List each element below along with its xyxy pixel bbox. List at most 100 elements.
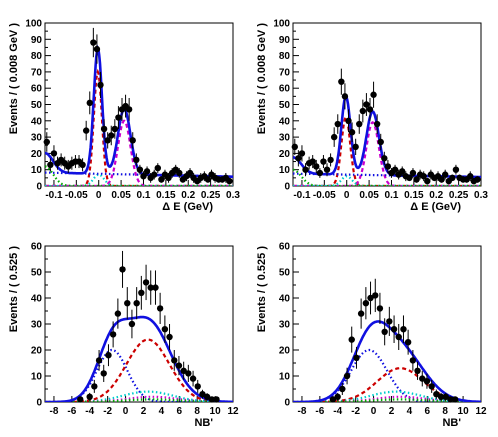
data-point [166, 333, 173, 341]
data-point [180, 367, 187, 374]
data-point [343, 372, 351, 380]
data-point [348, 336, 355, 343]
data-point [213, 396, 220, 403]
data-point [171, 357, 178, 364]
x-tick-label: 4 [159, 406, 165, 417]
data-point [156, 305, 164, 312]
total-fit-curve [293, 320, 481, 402]
x-tick-label: 0.15 [156, 190, 176, 201]
y-axis-title: Events / ( 0.525 ) [8, 246, 20, 333]
chart-panel-4: 0 10 20 30 40 50 60 -8 -6 -4 -2 0 2 4 6 8 10 12 NB' Events … [256, 242, 487, 430]
y-tick-label: 20 [279, 346, 291, 357]
data-point [414, 367, 421, 374]
data-point [357, 310, 365, 317]
x-tick-label: 12 [227, 406, 239, 417]
data-point [370, 91, 377, 98]
data-point [341, 93, 349, 100]
data-point [377, 138, 384, 146]
data-point [384, 163, 392, 170]
data-point [203, 393, 211, 400]
data-point [79, 161, 86, 169]
data-point [104, 137, 111, 144]
data-point [97, 81, 104, 89]
x-tick-label: -6 [67, 406, 76, 417]
data-point [452, 166, 460, 173]
data-point [50, 150, 58, 157]
data-point [447, 396, 454, 403]
x-tick-label: 0.3 [226, 190, 240, 201]
x-tick-label: 6 [177, 406, 183, 417]
data-point [386, 318, 393, 325]
data-point [111, 125, 119, 133]
data-point [147, 284, 154, 291]
x-axis-title: NB' [442, 417, 461, 429]
y-tick-label: 40 [31, 294, 43, 305]
data-point [86, 99, 93, 107]
plot-frame [44, 245, 234, 403]
y-tick-label: 20 [31, 346, 43, 357]
curves [45, 315, 233, 402]
y-tick-label: 30 [31, 320, 43, 331]
y-tick-label: 40 [279, 116, 291, 127]
x-tick-label: -2 [103, 406, 112, 417]
data-point [295, 155, 302, 162]
y-tick-label: 50 [279, 268, 291, 279]
data-point [186, 169, 194, 177]
data-point [313, 163, 320, 170]
data-point [204, 176, 212, 183]
data-point [406, 174, 413, 182]
data-point [151, 171, 158, 178]
x-tick-label: -0.1 [45, 190, 63, 201]
data-point [423, 378, 431, 385]
data-point [128, 320, 136, 328]
component-curve-peak2 [293, 121, 481, 186]
y-tick-label: 10 [31, 165, 43, 176]
x-tick-label: 4 [407, 406, 413, 417]
y-tick-label: 100 [25, 19, 42, 30]
data-point [451, 396, 459, 403]
data-point [142, 279, 150, 286]
data-point [467, 173, 474, 180]
data-point [176, 169, 183, 177]
data-point [309, 158, 316, 165]
data-point [362, 300, 370, 307]
y-axis-title: Events / ( 0.525 ) [256, 246, 268, 333]
component-curve-peak2 [45, 119, 233, 186]
data-point [419, 375, 426, 382]
x-tick-label: 0 [344, 190, 350, 201]
data-point [330, 133, 338, 141]
data-point [152, 284, 159, 291]
data-point [175, 362, 183, 369]
data-point [136, 166, 144, 173]
data-point [474, 176, 481, 183]
data-point [124, 300, 131, 307]
data-point [339, 385, 346, 393]
x-axis-title: Δ E (GeV) [410, 201, 461, 213]
data-point [367, 294, 374, 302]
chart-panel-3: 0 10 20 30 40 50 60 -8 -6 -4 -2 0 2 4 6 8 10 12 NB' Events … [8, 242, 239, 430]
data-point [208, 396, 216, 403]
data-point [373, 120, 381, 128]
total-fit-curve [45, 315, 233, 402]
data-point [438, 176, 445, 183]
data-point [363, 101, 370, 108]
data-point [82, 127, 90, 134]
x-tick-label: 0.2 [181, 190, 195, 201]
data-point [390, 326, 398, 333]
y-tick-label: 80 [31, 51, 43, 62]
x-tick-label: 0.05 [111, 190, 131, 201]
data-point [320, 158, 327, 165]
x-tick-label: 0.1 [137, 190, 151, 201]
x-tick-label: 0.25 [449, 190, 469, 201]
data-point [158, 176, 165, 183]
x-tick-label: 10 [458, 406, 470, 417]
data-point [291, 143, 298, 151]
data-point [372, 292, 379, 299]
x-tick-label: -8 [297, 406, 306, 417]
data-point [334, 393, 341, 400]
data-point [199, 391, 206, 398]
y-tick-label: 10 [279, 165, 291, 176]
y-tick-label: 70 [31, 67, 43, 78]
data-point [189, 375, 197, 382]
x-tick-label: -8 [49, 406, 58, 417]
